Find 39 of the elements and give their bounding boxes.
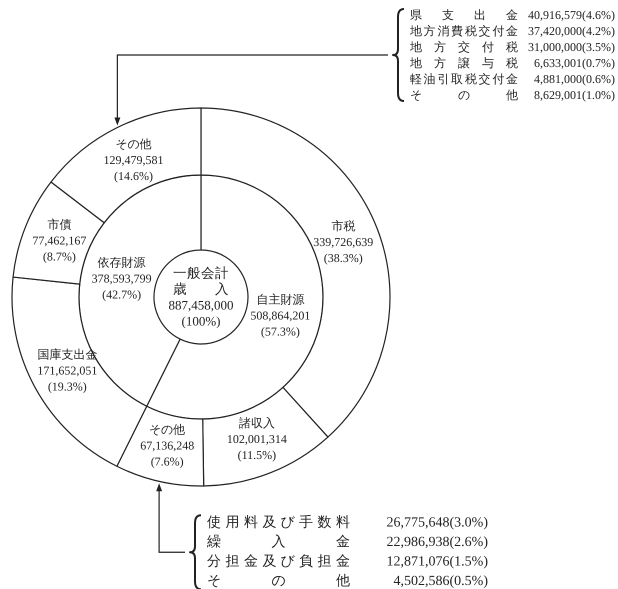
text: 887,458,000: [168, 298, 234, 312]
data-label: 4,881,000(0.6%): [534, 72, 615, 86]
data-label: 378,593,799 (42.7%): [92, 271, 152, 302]
category-label: 分担金及び負担金: [207, 554, 350, 570]
data-label: 77,462,167 (8.7%): [32, 233, 86, 264]
slice-label: 依存財源: [98, 255, 146, 270]
data-label: 8,629,001(1.0%): [534, 88, 615, 102]
category-label: 県支出金: [410, 8, 518, 22]
category-label: 使用料及び手数料: [207, 514, 350, 530]
slice-label: その他: [116, 137, 152, 152]
category-label: 繰入金: [206, 534, 350, 550]
text: 歳入: [173, 282, 229, 296]
data-label: 4,502,586(0.5%): [394, 574, 488, 589]
data-label: 508,864,201 (57.3%): [250, 308, 310, 339]
category-label: 地方消費税交付金: [409, 24, 518, 38]
category-label: その他: [410, 88, 518, 102]
category-label: 地方譲与税: [409, 56, 518, 70]
slice-label: 市債: [47, 217, 72, 232]
data-label: 129,479,581 (14.6%): [104, 153, 164, 184]
data-label: 171,652,051 (19.3%): [37, 363, 98, 394]
text: (100%): [182, 314, 220, 328]
category-label: 軽油引取税交付金: [410, 72, 518, 86]
text: 一般会計: [173, 266, 229, 280]
data-label: 40,916,579(4.6%): [528, 8, 615, 22]
data-label: 12,871,076(1.5%): [386, 554, 488, 570]
data-label: 22,986,938(2.6%): [386, 535, 488, 550]
slice-label: 市税: [331, 219, 356, 234]
data-label: 31,000,000(3.5%): [528, 40, 615, 54]
slice-label: その他: [149, 422, 186, 437]
data-label: 339,726,639 (38.3%): [313, 235, 374, 266]
data-label: 102,001,314 (11.5%): [226, 432, 287, 462]
data-label: 26,775,648(3.0%): [386, 516, 488, 530]
data-label: 37,420,000(4.2%): [528, 24, 615, 38]
category-label: その他: [207, 573, 350, 589]
data-label: 6,633,001(0.7%): [534, 56, 615, 70]
slice-label: 自主財源: [256, 292, 304, 307]
category-label: 地方交付税: [409, 40, 518, 54]
slice-label: 諸収入: [238, 416, 275, 430]
data-label: 67,136,248 (7.6%): [140, 438, 194, 469]
